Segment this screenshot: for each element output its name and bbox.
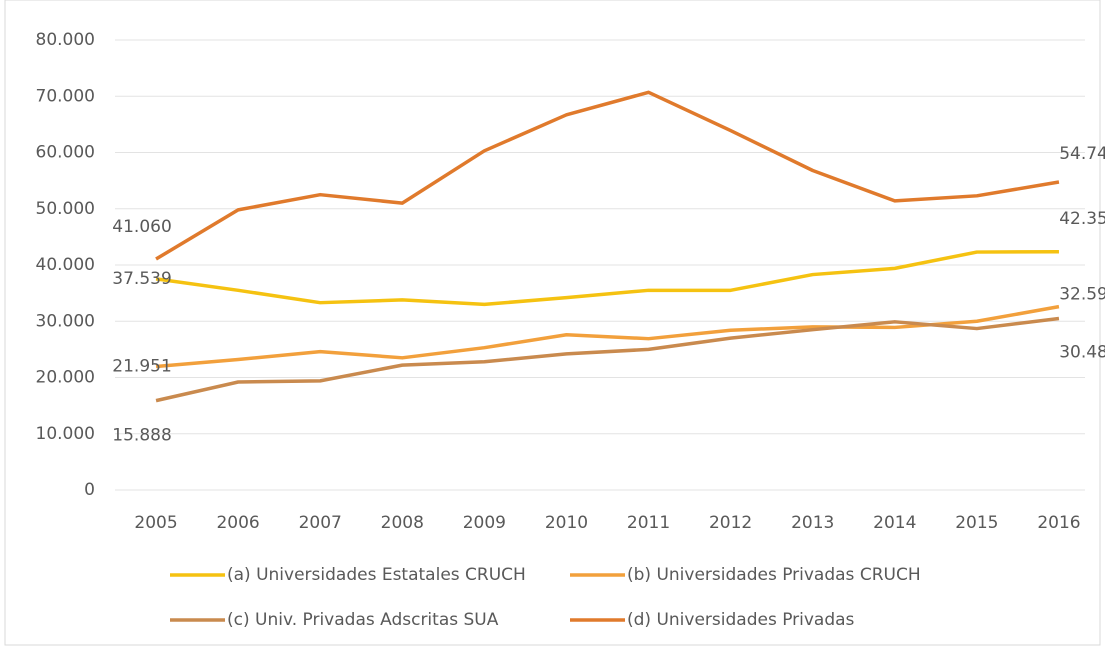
data-label: 21.951 bbox=[112, 357, 171, 377]
x-tick-label: 2010 bbox=[545, 513, 588, 533]
x-tick-label: 2009 bbox=[463, 513, 506, 533]
data-label: 37.539 bbox=[112, 269, 171, 289]
y-tick-label: 50.000 bbox=[36, 199, 95, 219]
data-label: 54.749 bbox=[1059, 144, 1105, 164]
data-label: 32.595 bbox=[1059, 285, 1105, 305]
y-tick-label: 30.000 bbox=[36, 311, 95, 331]
line bbox=[155, 304, 1060, 369]
line bbox=[155, 90, 1060, 261]
x-tick-label: 2005 bbox=[134, 513, 177, 533]
x-tick-label: 2011 bbox=[627, 513, 670, 533]
y-tick-label: 10.000 bbox=[36, 424, 95, 444]
data-label: 30.488 bbox=[1059, 343, 1105, 363]
data-label: 42.351 bbox=[1059, 209, 1105, 229]
line bbox=[155, 250, 1059, 307]
x-tick-label: 2012 bbox=[709, 513, 752, 533]
y-tick-label: 80.000 bbox=[36, 30, 95, 50]
y-tick-label: 70.000 bbox=[36, 86, 95, 106]
legend-label: (c) Univ. Privadas Adscritas SUA bbox=[227, 610, 499, 630]
y-tick-label: 60.000 bbox=[36, 143, 95, 163]
legend-label: (d) Universidades Privadas bbox=[627, 610, 855, 630]
x-tick-label: 2008 bbox=[381, 513, 424, 533]
y-tick-label: 40.000 bbox=[36, 255, 95, 275]
x-tick-label: 2006 bbox=[216, 513, 259, 533]
y-tick-label: 20.000 bbox=[36, 368, 95, 388]
data-label: 15.888 bbox=[112, 426, 171, 446]
chart-border bbox=[4, 0, 1101, 646]
x-tick-label: 2014 bbox=[873, 513, 916, 533]
y-tick-label: 0 bbox=[84, 480, 95, 500]
line bbox=[155, 316, 1060, 403]
x-tick-label: 2016 bbox=[1037, 513, 1080, 533]
x-tick-label: 2007 bbox=[299, 513, 342, 533]
legend-label: (a) Universidades Estatales CRUCH bbox=[227, 565, 526, 585]
x-tick-label: 2013 bbox=[791, 513, 834, 533]
x-tick-label: 2015 bbox=[955, 513, 998, 533]
data-label: 41.060 bbox=[112, 217, 171, 237]
legend-label: (b) Universidades Privadas CRUCH bbox=[627, 565, 921, 585]
